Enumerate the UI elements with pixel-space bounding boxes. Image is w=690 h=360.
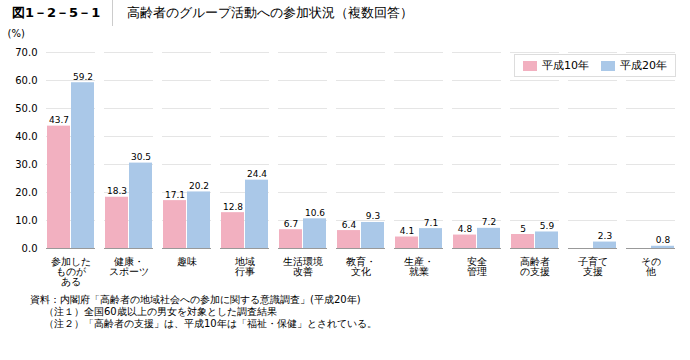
svg-text:30.0: 30.0 bbox=[15, 159, 37, 170]
svg-text:9.3: 9.3 bbox=[366, 211, 380, 221]
svg-text:17.1: 17.1 bbox=[165, 190, 185, 200]
svg-text:高齢者の支援: 高齢者の支援 bbox=[520, 256, 550, 277]
svg-text:安全管理: 安全管理 bbox=[467, 256, 487, 277]
svg-text:12.8: 12.8 bbox=[223, 202, 243, 212]
svg-text:教育・文化: 教育・文化 bbox=[346, 256, 376, 277]
html-text:高齢者のグループ活動への参加状況（複数回答）: 高齢者のグループ活動への参加状況（複数回答） bbox=[127, 5, 414, 20]
svg-text:0.0: 0.0 bbox=[22, 243, 38, 254]
svg-text:0.8: 0.8 bbox=[656, 235, 671, 245]
svg-text:生活環境改善: 生活環境改善 bbox=[283, 256, 323, 277]
svg-text:7.1: 7.1 bbox=[424, 218, 438, 228]
svg-text:6.4: 6.4 bbox=[342, 220, 357, 230]
svg-text:6.7: 6.7 bbox=[284, 219, 298, 229]
svg-text:70.0: 70.0 bbox=[15, 47, 37, 58]
svg-text:子育て支援: 子育て支援 bbox=[578, 256, 608, 277]
svg-text:59.2: 59.2 bbox=[73, 72, 93, 82]
svg-text:5.9: 5.9 bbox=[540, 221, 555, 231]
html-text:資料：内閣府「高齢者の地域社会への参加に関する意識調査」(平: 資料：内閣府「高齢者の地域社会への参加に関する意識調査」(平成20年) bbox=[30, 294, 361, 305]
html-text:（注１）全国60歳以上の男女を対象とした調査結果: （注１）全国60歳以上の男女を対象とした調査結果 bbox=[44, 306, 277, 317]
svg-text:2.3: 2.3 bbox=[598, 231, 612, 241]
svg-text:10.0: 10.0 bbox=[15, 215, 37, 226]
html-text:平成10年: 平成10年 bbox=[542, 59, 589, 72]
svg-text:24.4: 24.4 bbox=[247, 169, 267, 179]
svg-text:10.6: 10.6 bbox=[305, 208, 325, 218]
svg-text:生産・就業: 生産・就業 bbox=[404, 256, 434, 277]
svg-text:5: 5 bbox=[520, 224, 526, 234]
svg-text:40.0: 40.0 bbox=[15, 131, 37, 142]
svg-text:20.2: 20.2 bbox=[189, 181, 209, 191]
svg-text:20.0: 20.0 bbox=[15, 187, 37, 198]
html-text:平成20年: 平成20年 bbox=[620, 59, 667, 72]
svg-text:(%): (%) bbox=[8, 28, 25, 39]
svg-text:参加したものがある: 参加したものがある bbox=[51, 256, 91, 287]
html-text:（注２）「高齢者の支援」は、平成10年は「福祉・保健」とされ: （注２）「高齢者の支援」は、平成10年は「福祉・保健」とされている。 bbox=[44, 318, 377, 329]
svg-text:50.0: 50.0 bbox=[15, 103, 37, 114]
svg-text:30.5: 30.5 bbox=[131, 152, 151, 162]
svg-text:7.2: 7.2 bbox=[482, 217, 496, 227]
svg-text:健康・スポーツ: 健康・スポーツ bbox=[109, 256, 149, 277]
svg-text:地域行事: 地域行事 bbox=[234, 256, 255, 277]
svg-text:4.1: 4.1 bbox=[400, 226, 414, 236]
html-text:図1－2－5－1: 図1－2－5－1 bbox=[12, 5, 101, 20]
svg-text:60.0: 60.0 bbox=[15, 75, 37, 86]
svg-text:その他: その他 bbox=[641, 256, 661, 277]
svg-text:趣味: 趣味 bbox=[177, 256, 197, 267]
svg-text:4.8: 4.8 bbox=[458, 224, 473, 234]
svg-text:43.7: 43.7 bbox=[49, 115, 69, 125]
svg-text:18.3: 18.3 bbox=[107, 186, 127, 196]
